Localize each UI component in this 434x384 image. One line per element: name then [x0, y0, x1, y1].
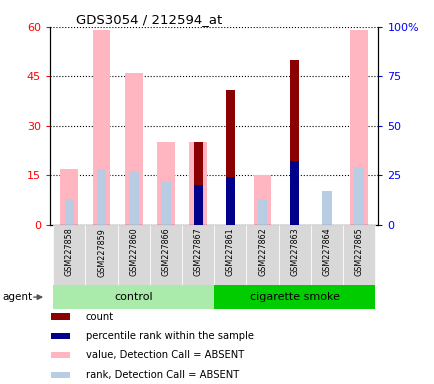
Text: GSM227866: GSM227866	[161, 228, 170, 276]
Text: GSM227858: GSM227858	[65, 228, 74, 276]
Bar	[353, 167, 363, 225]
Bar	[214, 285, 375, 309]
Text: GSM227863: GSM227863	[289, 228, 299, 276]
Text: GSM227860: GSM227860	[129, 228, 138, 276]
Bar	[149, 225, 181, 286]
Bar	[125, 73, 142, 225]
Bar	[53, 285, 214, 309]
Text: GSM227861: GSM227861	[225, 228, 234, 276]
Bar	[51, 313, 70, 320]
Bar	[225, 89, 234, 225]
Bar	[157, 142, 174, 225]
Text: count: count	[85, 311, 113, 321]
Text: cigarette smoke: cigarette smoke	[249, 292, 339, 302]
Bar	[53, 225, 85, 286]
Text: GSM227864: GSM227864	[322, 228, 331, 276]
Text: GSM227862: GSM227862	[257, 228, 266, 276]
Bar	[60, 169, 78, 225]
Bar	[128, 171, 138, 225]
Text: agent: agent	[3, 292, 33, 302]
Bar	[253, 175, 271, 225]
Bar	[193, 142, 202, 225]
Bar	[342, 225, 375, 286]
Text: GDS3054 / 212594_at: GDS3054 / 212594_at	[76, 13, 222, 26]
Bar	[117, 225, 149, 286]
Bar	[51, 352, 70, 359]
Bar	[349, 30, 367, 225]
Bar	[214, 225, 246, 286]
Bar	[193, 185, 202, 225]
Bar	[64, 199, 74, 225]
Bar	[321, 191, 331, 225]
Text: rank, Detection Call = ABSENT: rank, Detection Call = ABSENT	[85, 370, 238, 380]
Bar	[181, 225, 214, 286]
Bar	[85, 225, 117, 286]
Text: GSM227867: GSM227867	[193, 228, 202, 276]
Text: value, Detection Call = ABSENT: value, Detection Call = ABSENT	[85, 350, 243, 360]
Bar	[161, 181, 171, 225]
Bar	[92, 30, 110, 225]
Bar	[289, 60, 299, 225]
Bar	[51, 333, 70, 339]
Bar	[257, 199, 267, 225]
Bar	[278, 225, 310, 286]
Text: percentile rank within the sample: percentile rank within the sample	[85, 331, 253, 341]
Text: GSM227865: GSM227865	[354, 228, 363, 276]
Bar	[310, 225, 342, 286]
Text: control: control	[114, 292, 153, 302]
Bar	[225, 177, 234, 225]
Bar	[189, 142, 207, 225]
Bar	[246, 225, 278, 286]
Bar	[289, 161, 299, 225]
Bar	[96, 169, 106, 225]
Bar	[51, 372, 70, 378]
Text: GSM227859: GSM227859	[97, 228, 106, 276]
